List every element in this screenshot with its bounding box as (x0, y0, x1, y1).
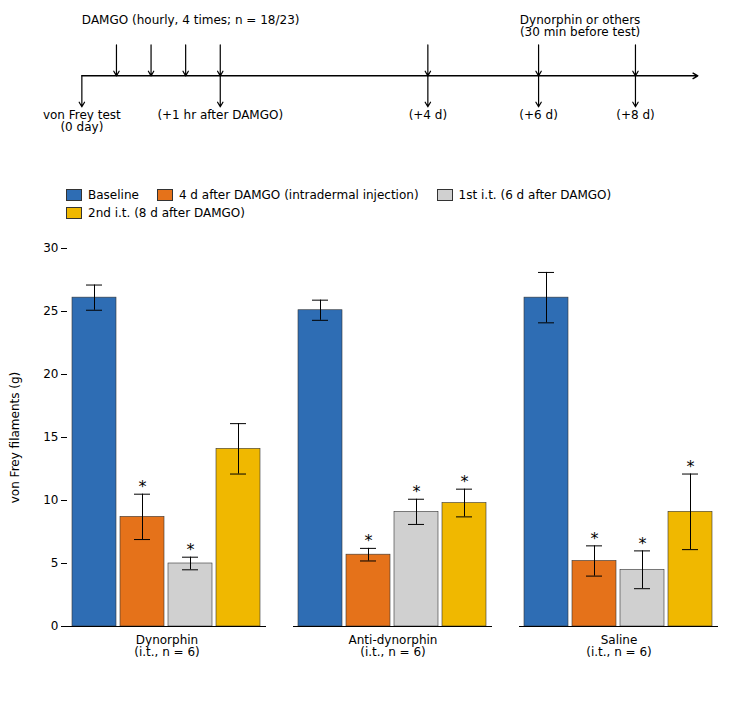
svg-text:*: * (591, 529, 599, 548)
svg-text:*: * (187, 540, 195, 559)
svg-text:Anti-dynorphin(i.t., n = 6): Anti-dynorphin(i.t., n = 6) (349, 633, 438, 659)
html-text:2nd i.t. (8 d after DAMGO): 2nd i.t. (8 d after DAMGO) (88, 206, 245, 220)
svg-text:DAMGO (hourly, 4 times; n = 18: DAMGO (hourly, 4 times; n = 18/23) (82, 13, 300, 27)
html-text:Baseline: Baseline (88, 188, 139, 202)
svg-text:10: 10 (43, 493, 58, 507)
svg-text:20: 20 (43, 367, 58, 381)
svg-text:0: 0 (51, 619, 59, 633)
svg-text:Dynorphin or others(30 min bef: Dynorphin or others(30 min before test) (520, 13, 641, 39)
svg-text:*: * (365, 531, 373, 550)
svg-text:*: * (687, 457, 695, 476)
svg-text:(+4 d): (+4 d) (409, 108, 447, 122)
svg-text:*: * (413, 482, 421, 501)
svg-text:(+8 d): (+8 d) (616, 108, 654, 122)
svg-text:Saline(i.t., n = 6): Saline(i.t., n = 6) (586, 633, 652, 659)
html-text:4 d after DAMGO (intradermal i: 4 d after DAMGO (intradermal injection) (178, 188, 419, 202)
svg-text:von Frey filaments (g): von Frey filaments (g) (8, 372, 22, 504)
svg-text:*: * (639, 534, 647, 553)
svg-text:15: 15 (43, 430, 58, 444)
svg-text:25: 25 (43, 304, 58, 318)
svg-text:*: * (139, 477, 147, 496)
svg-text:(+6 d): (+6 d) (519, 108, 557, 122)
html-text:1st i.t. (6 d after DAMGO): 1st i.t. (6 d after DAMGO) (458, 188, 612, 202)
svg-text:(+1 hr after DAMGO): (+1 hr after DAMGO) (157, 108, 283, 122)
svg-text:Dynorphin(i.t., n = 6): Dynorphin(i.t., n = 6) (134, 633, 200, 659)
svg-text:*: * (461, 472, 469, 491)
svg-text:30: 30 (43, 241, 58, 255)
svg-text:von Frey test(0 day): von Frey test(0 day) (43, 108, 121, 134)
svg-text:5: 5 (51, 556, 59, 570)
